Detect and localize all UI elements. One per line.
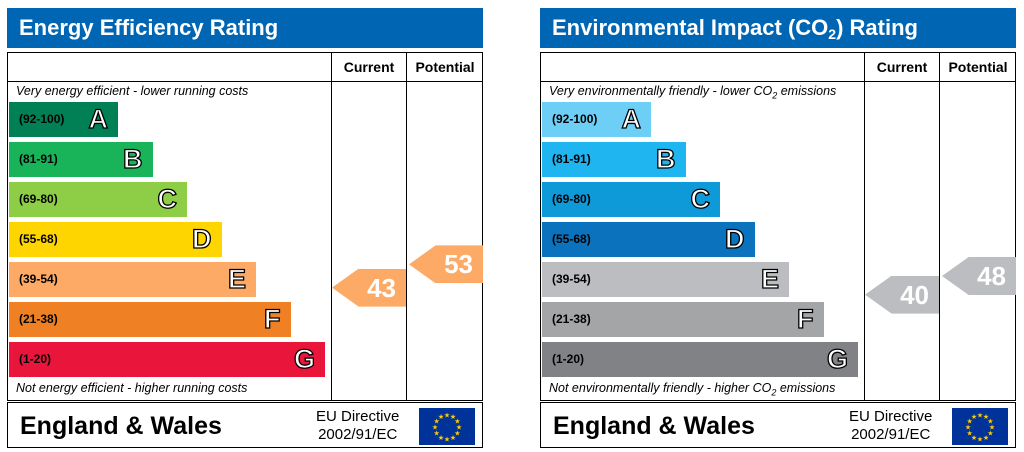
svg-text:★: ★ bbox=[444, 412, 450, 420]
energy-current-header: Current bbox=[343, 59, 395, 75]
band-letter-label: C bbox=[157, 184, 178, 214]
energy-directive: EU Directive 2002/91/EC bbox=[316, 408, 399, 444]
band-range-label: (1-20) bbox=[19, 352, 52, 366]
svg-text:★: ★ bbox=[966, 430, 972, 438]
band-letter-label: D bbox=[191, 224, 212, 254]
svg-text:★: ★ bbox=[432, 424, 438, 432]
band-range-label: (21-38) bbox=[19, 312, 58, 326]
rating-band-b: (81-91) B bbox=[542, 142, 686, 177]
env-footer: England & Wales EU Directive 2002/91/EC … bbox=[540, 402, 1016, 448]
energy-current-arrow: 43 bbox=[332, 268, 406, 307]
rating-band-c: (69-80) C bbox=[9, 182, 187, 217]
rating-band-d: (55-68) D bbox=[9, 222, 222, 257]
rating-band-f: (21-38) F bbox=[542, 302, 824, 337]
band-letter-label: E bbox=[760, 264, 779, 294]
env-note-top: Very environmentally friendly - lower CO… bbox=[549, 84, 837, 101]
svg-text:★: ★ bbox=[438, 413, 444, 421]
band-letter-label: B bbox=[122, 144, 143, 174]
svg-text:★: ★ bbox=[983, 413, 989, 421]
svg-text:★: ★ bbox=[971, 434, 977, 442]
rating-band-g: (1-20) G bbox=[9, 342, 325, 377]
band-range-label: (55-68) bbox=[552, 232, 591, 246]
svg-text:★: ★ bbox=[438, 434, 444, 442]
band-range-label: (69-80) bbox=[19, 192, 58, 206]
band-letter-label: C bbox=[690, 184, 711, 214]
svg-text:★: ★ bbox=[987, 418, 993, 426]
energy-note-top: Very energy efficient - lower running co… bbox=[16, 84, 249, 98]
svg-text:★: ★ bbox=[977, 436, 983, 444]
eu-flag-icon: ★ ★ ★ ★ ★ ★ ★ ★ ★ ★ ★ ★ bbox=[419, 408, 475, 445]
band-range-label: (81-91) bbox=[552, 152, 591, 166]
energy-potential-header: Potential bbox=[415, 59, 475, 75]
environmental-impact-panel: Environmental Impact (CO2) Rating Curren… bbox=[540, 8, 1016, 448]
band-letter-label: G bbox=[293, 344, 315, 374]
rating-band-g: (1-20) G bbox=[542, 342, 858, 377]
svg-text:★: ★ bbox=[444, 436, 450, 444]
svg-text:★: ★ bbox=[966, 418, 972, 426]
rating-band-a: (92-100) A bbox=[542, 102, 651, 137]
energy-potential-arrow: 53 bbox=[409, 245, 483, 284]
band-range-label: (92-100) bbox=[19, 112, 65, 126]
svg-text:★: ★ bbox=[987, 430, 993, 438]
svg-text:★: ★ bbox=[977, 412, 983, 420]
env-potential-arrow: 48 bbox=[942, 257, 1016, 295]
env-chart-frame: Current Potential Very environmentally f… bbox=[540, 52, 1016, 401]
rating-band-a: (92-100) A bbox=[9, 102, 118, 137]
rating-band-e: (39-54) E bbox=[9, 262, 256, 297]
energy-note-bottom: Not energy efficient - higher running co… bbox=[16, 381, 248, 395]
energy-efficiency-panel: Energy Efficiency Rating Current Potenti… bbox=[7, 8, 483, 448]
band-range-label: (39-54) bbox=[19, 272, 58, 286]
svg-text:★: ★ bbox=[983, 434, 989, 442]
svg-text:★: ★ bbox=[433, 430, 439, 438]
env-potential-header: Potential bbox=[948, 59, 1008, 75]
band-letter-label: B bbox=[655, 144, 676, 174]
band-range-label: (1-20) bbox=[552, 352, 585, 366]
rating-band-e: (39-54) E bbox=[542, 262, 789, 297]
env-directive-line1: EU Directive bbox=[849, 408, 933, 425]
rating-band-c: (69-80) C bbox=[542, 182, 720, 217]
energy-directive-line2: 2002/91/EC bbox=[318, 426, 398, 443]
energy-country: England & Wales bbox=[20, 412, 222, 440]
env-directive: EU Directive 2002/91/EC bbox=[849, 408, 932, 444]
energy-title: Energy Efficiency Rating bbox=[7, 8, 483, 48]
band-letter-label: A bbox=[88, 104, 109, 134]
svg-text:★: ★ bbox=[433, 418, 439, 426]
env-current-header: Current bbox=[876, 59, 928, 75]
band-range-label: (69-80) bbox=[552, 192, 591, 206]
band-range-label: (81-91) bbox=[19, 152, 58, 166]
rating-band-d: (55-68) D bbox=[542, 222, 755, 257]
band-letter-label: G bbox=[826, 344, 848, 374]
energy-footer: England & Wales EU Directive 2002/91/EC … bbox=[7, 402, 483, 448]
rating-band-b: (81-91) B bbox=[9, 142, 153, 177]
band-letter-label: E bbox=[227, 264, 246, 294]
svg-text:★: ★ bbox=[971, 413, 977, 421]
env-current-arrow: 40 bbox=[865, 275, 939, 314]
env-directive-line2: 2002/91/EC bbox=[851, 426, 931, 443]
band-letter-label: A bbox=[621, 104, 642, 134]
band-letter-label: F bbox=[796, 304, 814, 334]
band-range-label: (55-68) bbox=[19, 232, 58, 246]
svg-text:★: ★ bbox=[989, 424, 995, 432]
env-country: England & Wales bbox=[553, 412, 755, 440]
env-title: Environmental Impact (CO2) Rating bbox=[540, 8, 1016, 48]
band-letter-label: D bbox=[724, 224, 745, 254]
band-range-label: (21-38) bbox=[552, 312, 591, 326]
env-note-bottom: Not environmentally friendly - higher CO… bbox=[549, 381, 836, 398]
eu-flag-icon: ★ ★ ★ ★ ★ ★ ★ ★ ★ ★ ★ ★ bbox=[952, 408, 1008, 445]
svg-text:★: ★ bbox=[454, 418, 460, 426]
band-range-label: (39-54) bbox=[552, 272, 591, 286]
band-range-label: (92-100) bbox=[552, 112, 598, 126]
svg-text:★: ★ bbox=[456, 424, 462, 432]
rating-band-f: (21-38) F bbox=[9, 302, 291, 337]
svg-text:★: ★ bbox=[965, 424, 971, 432]
energy-directive-line1: EU Directive bbox=[316, 408, 400, 425]
svg-text:★: ★ bbox=[450, 413, 456, 421]
svg-text:★: ★ bbox=[450, 434, 456, 442]
band-letter-label: F bbox=[263, 304, 281, 334]
svg-text:★: ★ bbox=[454, 430, 460, 438]
energy-chart-frame: Current Potential Very energy efficient … bbox=[7, 52, 483, 401]
